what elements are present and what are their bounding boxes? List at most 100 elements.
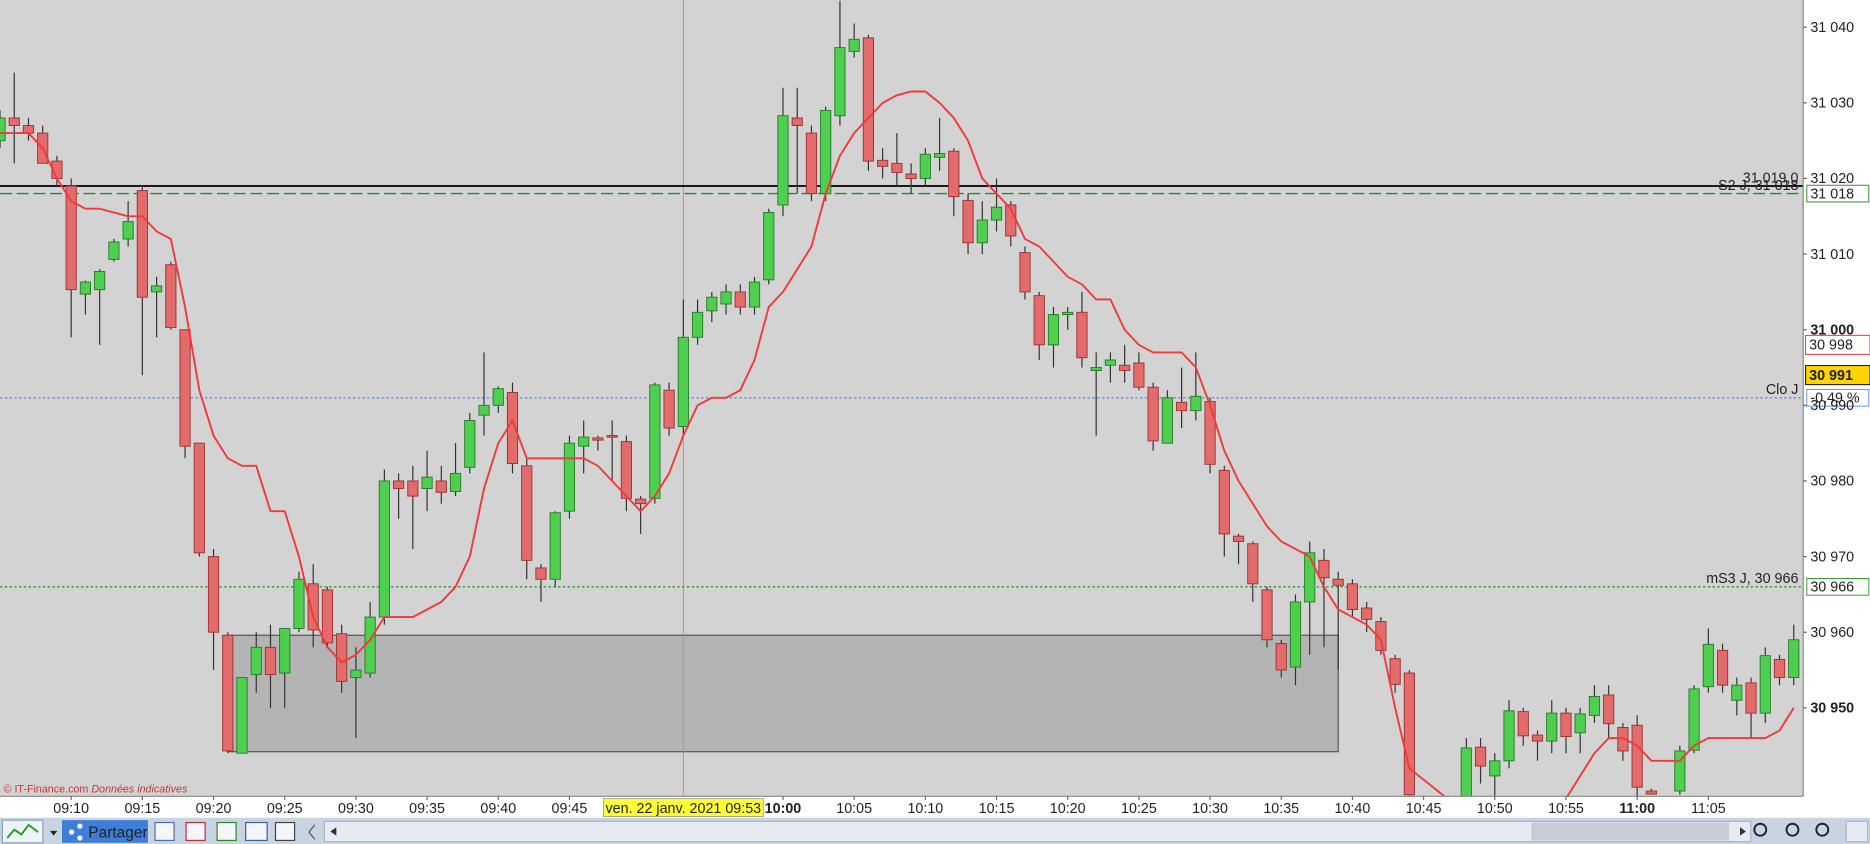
toolbar-icon[interactable]: [154, 821, 175, 842]
toolbar-icon[interactable]: [185, 821, 206, 842]
x-tick-label: 09:30: [338, 801, 374, 817]
candle-body-down: [1076, 311, 1088, 359]
scroll-first-button[interactable]: [308, 824, 316, 840]
level-tag: 30 966: [1810, 580, 1854, 596]
candle-body-down: [1261, 589, 1273, 641]
candle-body-up: [649, 384, 661, 499]
share-label: Partager: [88, 824, 147, 841]
level-label: Clo J: [1766, 382, 1799, 398]
y-tick-label: 30 970: [1810, 549, 1854, 565]
candle-body-up: [1190, 395, 1202, 412]
candle-body-up: [122, 221, 134, 240]
candle-body-down: [1645, 790, 1657, 795]
x-tick-label: 10:35: [1263, 801, 1299, 817]
toolbar-end-button[interactable]: [1845, 820, 1869, 843]
candle-body-down: [207, 556, 220, 633]
x-tick-label: 09:25: [267, 801, 303, 817]
candle-body-down: [1716, 649, 1729, 686]
candle-body-up: [364, 616, 376, 674]
level-label: 31 019,0: [1743, 170, 1799, 186]
candle-body-down: [1745, 682, 1757, 714]
toolbar: Partager: [0, 817, 1870, 844]
candle-body-up: [94, 271, 106, 291]
x-tick-label: 09:35: [409, 801, 445, 817]
candle-body-down: [1204, 401, 1216, 465]
candle-body-up: [1460, 747, 1472, 797]
candle-body-down: [1617, 727, 1629, 752]
toolbar-icon[interactable]: [274, 821, 296, 842]
candle-body-down: [606, 435, 618, 438]
level-tag: -0,49 %: [1810, 391, 1860, 407]
candle-body-down: [435, 480, 447, 493]
level-tag: 31 018: [1810, 186, 1854, 202]
candle-body-up: [1759, 655, 1771, 714]
candle-body-down: [165, 264, 177, 328]
zoom-out-icon[interactable]: [1785, 822, 1800, 837]
scrollbar-track[interactable]: [323, 820, 1752, 843]
candle-body-down: [1019, 252, 1031, 293]
candle-body-down: [1275, 643, 1287, 671]
candle-body-up: [1062, 311, 1074, 316]
share-button[interactable]: Partager: [62, 820, 148, 843]
candle-body-down: [891, 162, 903, 173]
price-tag: 30 998: [1809, 338, 1853, 354]
zoom-icon[interactable]: [1753, 822, 1768, 837]
candle-body-down: [1361, 607, 1373, 620]
x-tick-label: 10:55: [1548, 801, 1584, 817]
scroll-left[interactable]: [330, 827, 337, 836]
candle-body-up: [763, 212, 775, 281]
candle-body-down: [1773, 658, 1786, 679]
axes: 31 018 -0,49 % 30 966 31 040 31 030 31 020 31 …: [53, 20, 1870, 817]
candle-body-down: [193, 442, 205, 554]
candle-body-up: [1702, 643, 1714, 688]
y-tick-label: 31 020: [1810, 171, 1854, 187]
price-tag-box: [1805, 365, 1870, 386]
chart-type-button[interactable]: [1, 819, 58, 844]
candle-body-down: [663, 389, 675, 429]
candle-body-down: [1346, 583, 1359, 611]
share-icon: [77, 823, 83, 829]
scroll-right[interactable]: [1740, 827, 1746, 836]
x-tick-label: 09:45: [552, 801, 588, 817]
candle-body-down: [1133, 362, 1145, 388]
candle-body-down: [1389, 658, 1401, 685]
candle-body-up: [293, 578, 305, 629]
x-tick-label: 09:10: [53, 801, 89, 817]
candle-body-down: [136, 190, 148, 298]
crosshair-label: ven. 22 janv. 2021 09:53: [606, 801, 762, 817]
candle-body-down: [1517, 711, 1529, 737]
y-tick-label: 31 040: [1810, 20, 1854, 36]
price-tag: 30 991: [1809, 368, 1853, 384]
candle-body-up: [350, 669, 362, 679]
candle-body-down: [222, 634, 234, 752]
candle-body-up: [677, 336, 689, 427]
x-tick-label: 10:45: [1406, 801, 1442, 817]
candle-body-down: [905, 173, 917, 179]
candle-body-down: [862, 37, 875, 162]
x-tick-label: 10:50: [1477, 801, 1513, 817]
candle-body-down: [1474, 746, 1487, 767]
candle-body-down: [1531, 734, 1544, 742]
candle-body-up: [820, 109, 832, 195]
scrollbar-thumb[interactable]: [1531, 822, 1730, 841]
candle-body-down: [8, 117, 20, 127]
candle-body-up: [1546, 712, 1558, 742]
x-tick-label: 09:15: [124, 801, 160, 817]
x-tick-label: 10:40: [1335, 801, 1371, 817]
watermark-note: Données indicatives: [91, 784, 188, 796]
share-icon: [68, 829, 75, 835]
candle-body-up: [691, 311, 704, 338]
x-tick-label: 10:25: [1121, 801, 1157, 817]
candle-body-up: [464, 419, 476, 468]
candle-body-up: [1489, 760, 1501, 777]
candle-body-down: [179, 329, 191, 447]
candle-body-down: [1033, 295, 1045, 346]
candle-body-down: [307, 583, 319, 631]
zoom-in-icon[interactable]: [1815, 822, 1830, 837]
candle-body-up: [250, 646, 262, 676]
toolbar-icon[interactable]: [216, 821, 237, 842]
toolbar-icon[interactable]: [245, 821, 268, 842]
candle-body-up: [0, 117, 6, 142]
